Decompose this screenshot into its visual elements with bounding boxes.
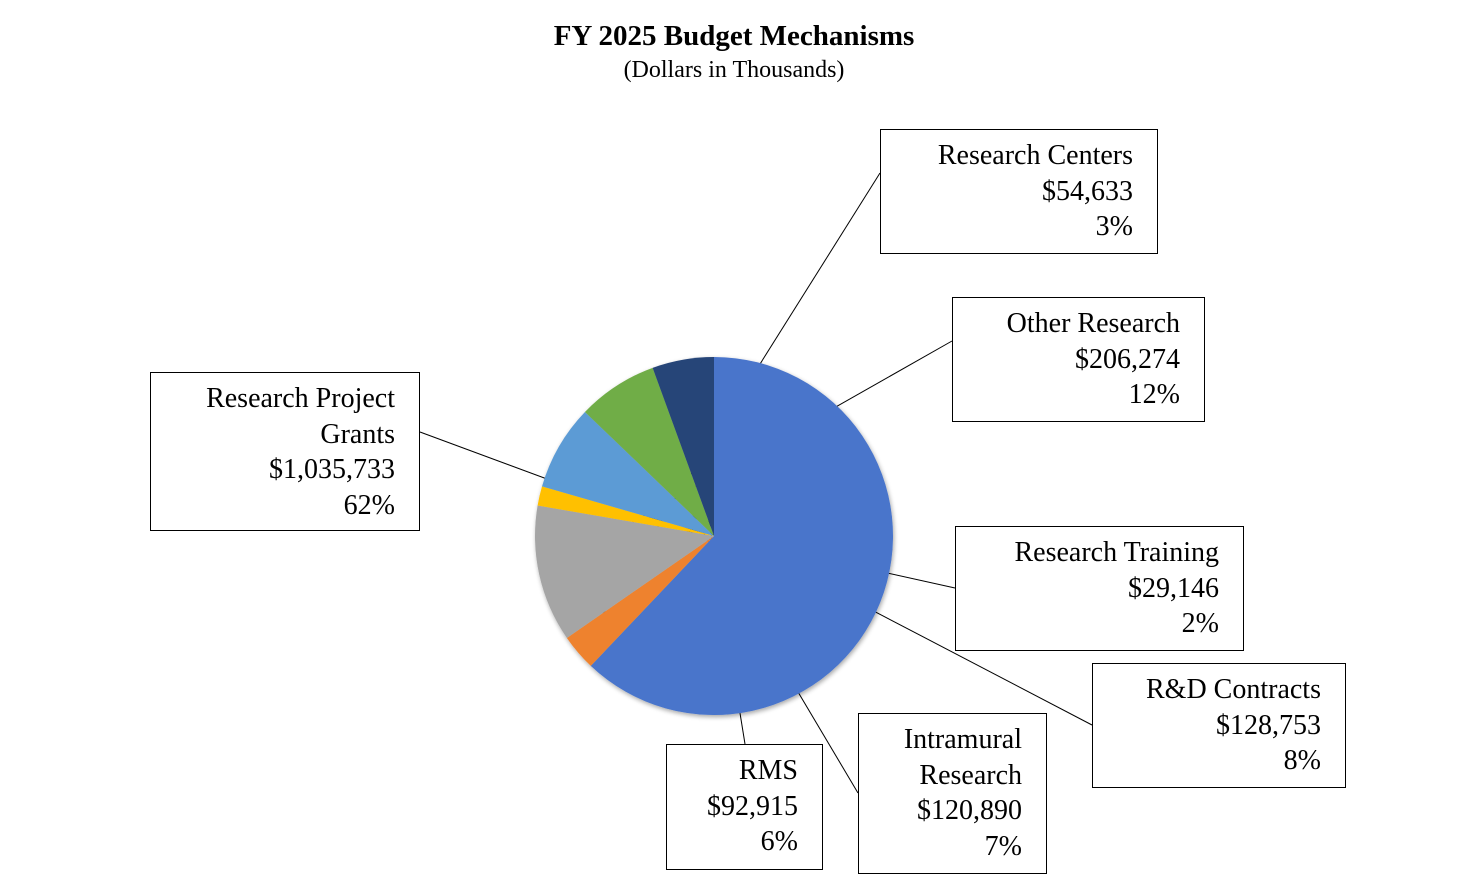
slice-category-label: Research Project (206, 383, 395, 414)
slice-percent-label: 2% (1181, 608, 1219, 639)
slice-label: Other Research $206,274 12% (952, 297, 1205, 422)
slice-category-label: Research Centers (937, 140, 1133, 171)
chart-subtitle: (Dollars in Thousands) (623, 57, 845, 83)
slice-label: Intramural Research $120,890 7% (858, 713, 1047, 874)
slice-label: R&D Contracts $128,753 8% (1092, 663, 1346, 788)
slice-percent-label: 62% (343, 489, 395, 521)
slice-category-label: Other Research (1006, 308, 1180, 339)
pie-slice (566, 536, 714, 666)
slice-category-label: Grants (320, 418, 395, 450)
slice-value-label: $92,915 (707, 790, 798, 822)
slice-category-label: RMS (738, 755, 798, 786)
slice-label: RMS $92,915 6% (666, 744, 823, 870)
pie-slice (652, 357, 714, 536)
slice-value-label: $206,274 (1075, 343, 1180, 375)
pie-slice (542, 411, 714, 536)
slice-percent-label: 12% (1128, 379, 1180, 410)
slice-category-label: Research (919, 759, 1022, 791)
slice-value-label: $128,753 (1216, 709, 1321, 741)
slice-value-label: $1,035,733 (269, 454, 395, 485)
pie-slice (584, 367, 714, 536)
slice-label: Research Centers $54,633 3% (880, 129, 1158, 254)
slice-percent-label: 6% (760, 826, 798, 857)
slice-label: Research Training $29,146 2% (955, 526, 1244, 651)
pie-slice (537, 486, 714, 536)
slice-label: Research Project Grants $1,035,733 62% (150, 372, 420, 531)
slice-category-label: Research Training (1014, 537, 1219, 568)
slice-percent-label: 7% (984, 830, 1022, 862)
pie-slice (590, 357, 893, 715)
slice-category-label: Intramural (903, 724, 1022, 755)
pie-slice (535, 505, 714, 638)
slice-percent-label: 3% (1095, 211, 1133, 242)
slice-value-label: $29,146 (1128, 572, 1219, 604)
slice-percent-label: 8% (1283, 745, 1321, 776)
slice-category-label: R&D Contracts (1146, 674, 1321, 705)
slice-value-label: $120,890 (917, 795, 1022, 826)
chart-title: FY 2025 Budget Mechanisms (553, 20, 915, 52)
slice-value-label: $54,633 (1042, 175, 1133, 207)
